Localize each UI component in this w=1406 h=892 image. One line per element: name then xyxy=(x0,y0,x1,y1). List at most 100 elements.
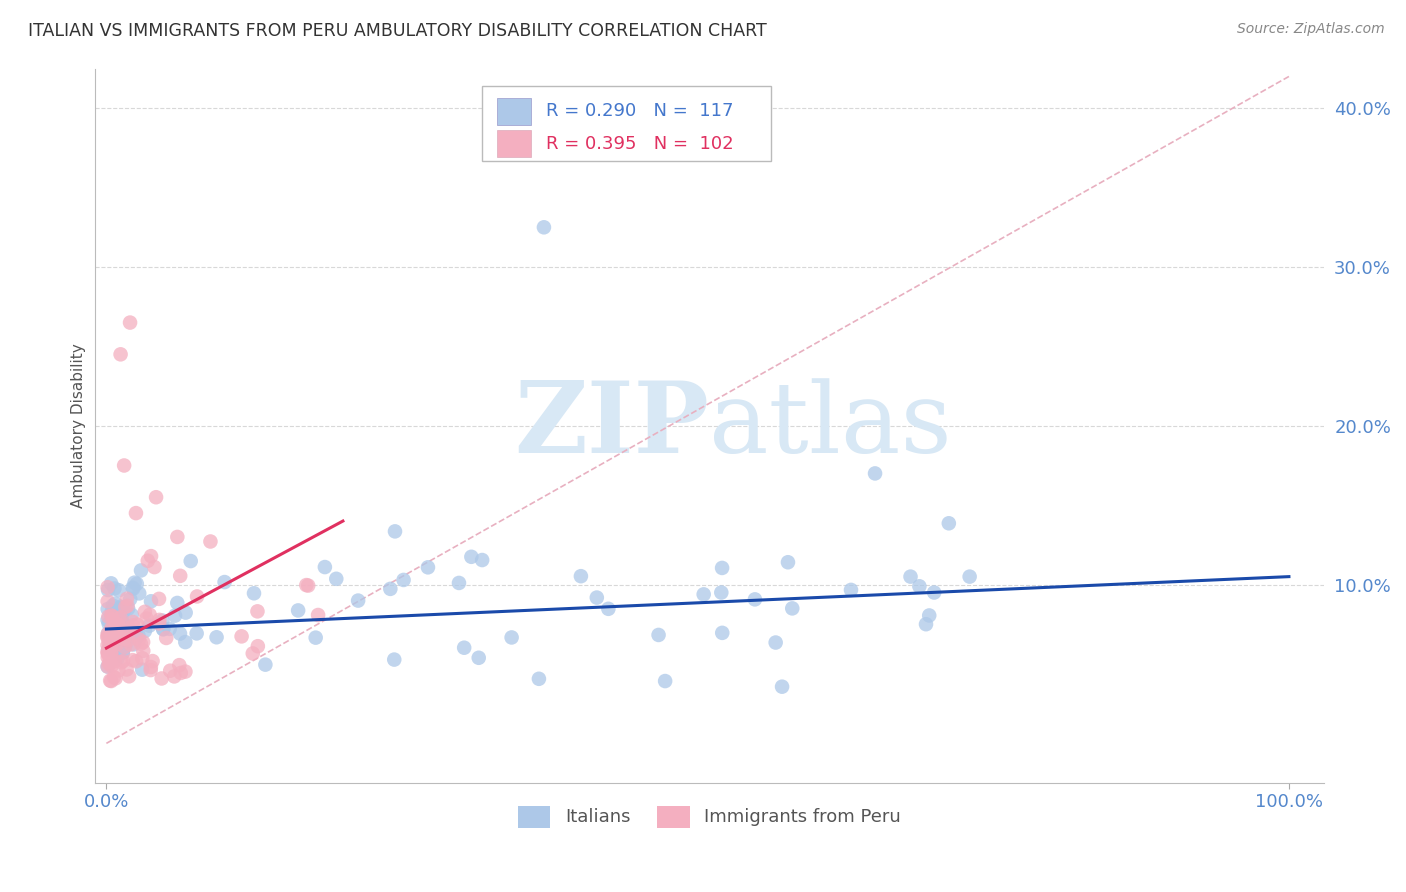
Point xyxy=(180,554,202,568)
Point xyxy=(115,591,138,606)
Point xyxy=(134,624,156,638)
Point xyxy=(287,603,309,617)
Point xyxy=(108,583,131,598)
Point xyxy=(100,639,122,653)
Point xyxy=(765,635,787,649)
Point xyxy=(97,631,120,645)
Point xyxy=(120,637,142,651)
Point xyxy=(125,576,148,591)
Point xyxy=(159,622,181,636)
Point xyxy=(111,619,134,633)
Point xyxy=(533,220,555,235)
Point xyxy=(110,606,132,620)
Point xyxy=(111,601,134,615)
Point xyxy=(110,655,132,669)
Point xyxy=(129,637,152,651)
Point xyxy=(104,597,127,611)
Point xyxy=(205,630,228,644)
Text: ITALIAN VS IMMIGRANTS FROM PERU AMBULATORY DISABILITY CORRELATION CHART: ITALIAN VS IMMIGRANTS FROM PERU AMBULATO… xyxy=(28,22,766,40)
Point xyxy=(101,626,124,640)
Point xyxy=(110,610,132,624)
Point xyxy=(114,599,136,614)
Point xyxy=(416,560,439,574)
Point xyxy=(152,622,174,636)
Point xyxy=(112,632,135,646)
Point xyxy=(242,647,264,661)
Point xyxy=(150,672,173,686)
Point xyxy=(654,674,676,689)
Point xyxy=(148,616,170,631)
Point xyxy=(117,621,139,635)
Point xyxy=(125,654,148,668)
Point xyxy=(839,582,862,597)
Point xyxy=(314,560,336,574)
Point xyxy=(174,635,197,649)
Text: Source: ZipAtlas.com: Source: ZipAtlas.com xyxy=(1237,22,1385,37)
Point xyxy=(938,516,960,531)
Point xyxy=(136,554,159,568)
Point xyxy=(148,613,170,627)
Point xyxy=(159,664,181,678)
Point xyxy=(121,607,143,622)
Point xyxy=(100,648,122,662)
Point xyxy=(97,594,120,608)
Point xyxy=(124,627,146,641)
Point xyxy=(112,458,135,473)
Point xyxy=(121,653,143,667)
Point xyxy=(97,659,120,673)
Point xyxy=(152,623,174,637)
Point xyxy=(246,604,269,618)
Point xyxy=(453,640,475,655)
Point xyxy=(97,627,120,641)
Point xyxy=(104,629,127,643)
Point xyxy=(110,599,132,614)
Point xyxy=(134,605,156,619)
Point xyxy=(380,582,402,596)
Point xyxy=(110,601,132,615)
Point xyxy=(243,586,266,600)
Point xyxy=(117,599,139,613)
Point xyxy=(112,654,135,668)
Point xyxy=(922,585,945,599)
Point xyxy=(169,569,191,583)
Point xyxy=(863,467,886,481)
Point xyxy=(231,629,253,643)
Point xyxy=(110,638,132,652)
Point xyxy=(711,561,734,575)
Point xyxy=(107,615,129,629)
Point xyxy=(108,610,131,624)
Point xyxy=(780,601,803,615)
Point xyxy=(710,585,733,599)
Point xyxy=(959,569,981,583)
Bar xyxy=(496,130,531,157)
Point xyxy=(392,573,415,587)
Point xyxy=(97,602,120,616)
Point xyxy=(527,672,550,686)
Point xyxy=(98,655,121,669)
Point xyxy=(111,646,134,660)
Point xyxy=(107,617,129,632)
Point xyxy=(97,616,120,631)
Point xyxy=(124,575,146,590)
Point xyxy=(110,610,132,624)
Text: atlas: atlas xyxy=(710,378,952,474)
Legend: Italians, Immigrants from Peru: Italians, Immigrants from Peru xyxy=(510,798,908,835)
Point xyxy=(103,613,125,627)
Point xyxy=(114,639,136,653)
Point xyxy=(97,609,120,624)
Point xyxy=(297,578,319,592)
Point xyxy=(163,669,186,683)
Point xyxy=(105,651,128,665)
Point xyxy=(138,618,160,632)
Point xyxy=(152,614,174,628)
Point xyxy=(186,590,208,604)
Point xyxy=(103,624,125,639)
Point xyxy=(121,581,143,595)
Point xyxy=(143,560,166,574)
Point xyxy=(169,658,191,673)
Point xyxy=(305,631,328,645)
Point xyxy=(103,621,125,635)
Point xyxy=(101,609,124,624)
Point xyxy=(295,578,318,592)
Point xyxy=(118,316,141,330)
